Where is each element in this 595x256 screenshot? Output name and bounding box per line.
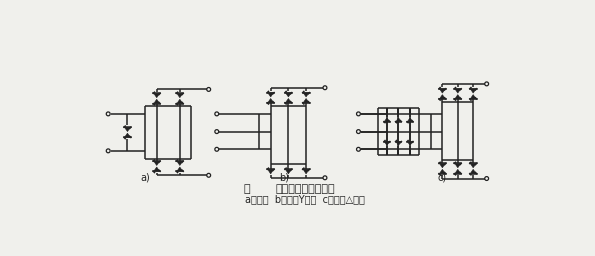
- Polygon shape: [286, 99, 292, 103]
- Polygon shape: [177, 93, 183, 98]
- Text: b): b): [279, 172, 289, 182]
- Polygon shape: [440, 169, 445, 174]
- Polygon shape: [154, 99, 159, 104]
- Polygon shape: [440, 89, 445, 93]
- Polygon shape: [268, 99, 274, 103]
- Polygon shape: [455, 95, 461, 99]
- Polygon shape: [470, 164, 476, 168]
- Polygon shape: [268, 169, 274, 174]
- Polygon shape: [470, 95, 476, 99]
- Polygon shape: [154, 93, 159, 98]
- Polygon shape: [303, 169, 309, 174]
- Polygon shape: [303, 93, 309, 97]
- Polygon shape: [177, 161, 183, 165]
- Polygon shape: [440, 164, 445, 168]
- Text: c): c): [437, 172, 446, 182]
- Polygon shape: [384, 118, 390, 122]
- Text: 图: 图: [243, 184, 250, 194]
- Polygon shape: [470, 89, 476, 93]
- Polygon shape: [455, 164, 461, 168]
- Polygon shape: [384, 142, 390, 145]
- Polygon shape: [286, 169, 292, 174]
- Polygon shape: [303, 99, 309, 103]
- Polygon shape: [177, 167, 183, 171]
- Polygon shape: [177, 99, 183, 104]
- Polygon shape: [408, 142, 412, 145]
- Text: 压敏电阻保护的接法: 压敏电阻保护的接法: [275, 184, 335, 194]
- Polygon shape: [470, 169, 476, 174]
- Text: a): a): [140, 172, 150, 182]
- Polygon shape: [154, 161, 159, 165]
- Polygon shape: [154, 167, 159, 171]
- Polygon shape: [455, 89, 461, 93]
- Polygon shape: [396, 142, 401, 145]
- Polygon shape: [268, 93, 274, 97]
- Polygon shape: [440, 95, 445, 99]
- Polygon shape: [396, 118, 401, 122]
- Polygon shape: [286, 93, 292, 97]
- Text: a）单相  b）三相Y联结  c）三相△联结: a）单相 b）三相Y联结 c）三相△联结: [245, 194, 365, 204]
- Polygon shape: [124, 133, 130, 137]
- Polygon shape: [124, 127, 130, 132]
- Polygon shape: [455, 169, 461, 174]
- Polygon shape: [408, 118, 412, 122]
